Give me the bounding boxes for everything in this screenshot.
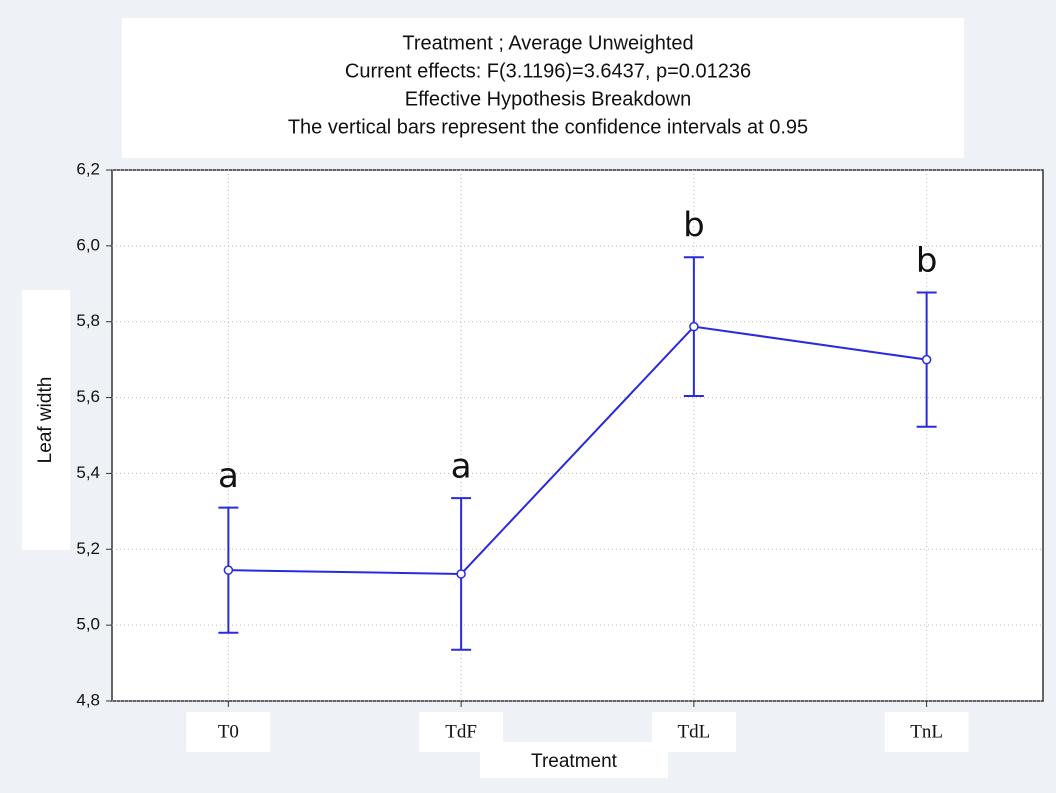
x-tick-label: TdF [445,721,477,742]
y-label-box [22,290,70,550]
x-tick-box [884,712,969,752]
y-tick-label: 5,6 [76,387,100,406]
x-tick-box [186,712,271,752]
x-label-box [480,742,668,778]
data-line [228,325,927,575]
chart-subtitle: Current effects: F(3.1196)=3.6437, p=0.0… [345,60,751,82]
data-point [456,569,466,579]
chart-title: Treatment ; Average Unweighted [402,32,693,54]
x-tick-label: T0 [218,721,239,742]
y-tick-label: 5,0 [76,615,100,634]
annotation: b [683,206,705,246]
data-point [689,321,699,332]
chart-subtitle: The vertical bars represent the confiden… [288,116,808,138]
y-tick-label: 4,8 [76,690,100,709]
y-tick-label: 6,2 [76,159,100,178]
data-point [921,354,932,365]
x-tick-box [651,712,736,752]
data-point [223,565,234,575]
y-tick-label: 5,4 [76,463,100,482]
x-tick-box [419,712,504,752]
y-axis-label: Leaf width [35,377,56,464]
annotation: a [218,456,239,496]
plot-area [111,169,1044,702]
chart-subtitle: Effective Hypothesis Breakdown [405,88,691,110]
annotation: b [916,241,938,281]
x-axis-label: Treatment [531,751,618,772]
y-tick-label: 6,0 [76,235,100,254]
annotation: a [451,447,472,487]
title-box [122,18,964,158]
y-tick-label: 5,8 [76,311,100,330]
y-tick-label: 5,2 [76,539,100,558]
x-tick-label: TnL [910,721,943,742]
x-tick-label: TdL [678,721,711,742]
